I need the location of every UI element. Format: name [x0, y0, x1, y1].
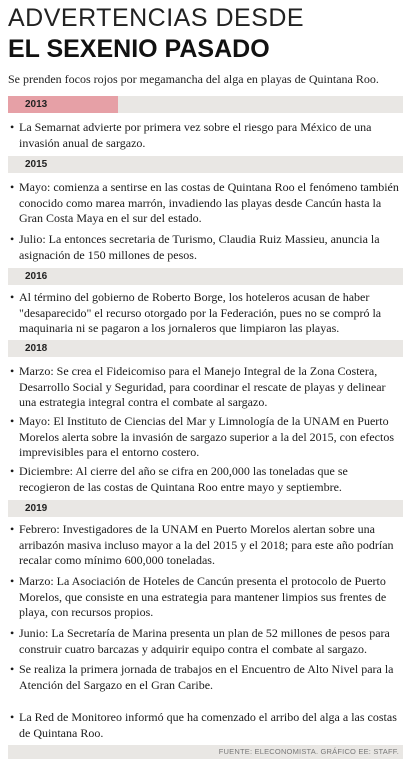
year-bar-2015: 2015 — [8, 156, 403, 173]
bullet-icon: • — [10, 574, 15, 588]
timeline-item: • Al término del gobierno de Roberto Bor… — [10, 290, 402, 337]
timeline-item: • Marzo: La Asociación de Hoteles de Can… — [10, 574, 402, 621]
timeline-item: • Marzo: Se crea el Fideicomiso para el … — [10, 364, 402, 411]
item-text: Marzo: La Asociación de Hoteles de Cancú… — [19, 574, 387, 619]
bullet-icon: • — [10, 290, 15, 304]
bullet-icon: • — [10, 364, 15, 378]
year-highlight — [8, 96, 118, 113]
bullet-icon: • — [10, 232, 15, 246]
bullet-icon: • — [10, 120, 15, 134]
item-text: Diciembre: Al cierre del año se cifra en… — [19, 464, 348, 494]
timeline-item: • La Semarnat advierte por primera vez s… — [10, 120, 402, 151]
timeline-item: • La Red de Monitoreo informó que ha com… — [10, 710, 402, 741]
subtitle: Se prenden focos rojos por megamancha de… — [8, 72, 379, 86]
year-bar-2018: 2018 — [8, 340, 403, 357]
year-label: 2013 — [25, 99, 48, 110]
item-text: Se realiza la primera jornada de trabajo… — [19, 662, 394, 692]
bullet-icon: • — [10, 464, 15, 478]
timeline-item: • Junio: La Secretaría de Marina present… — [10, 626, 402, 657]
timeline-item: • Febrero: Investigadores de la UNAM en … — [10, 522, 402, 569]
year-bar-2019: 2019 — [8, 500, 403, 517]
year-bar-2016: 2016 — [8, 268, 403, 285]
year-bar-2013: 2013 — [8, 96, 403, 113]
timeline-item: • Se realiza la primera jornada de traba… — [10, 662, 402, 693]
timeline-item: • Julio: La entonces secretaria de Turis… — [10, 232, 402, 263]
year-label: 2019 — [25, 503, 48, 514]
timeline-item: • Mayo: comienza a sentirse en las costa… — [10, 180, 402, 227]
bullet-icon: • — [10, 626, 15, 640]
bullet-icon: • — [10, 522, 15, 536]
item-text: La Red de Monitoreo informó que ha comen… — [19, 710, 397, 740]
title-line-2: EL SEXENIO PASADO — [8, 35, 270, 63]
item-text: Junio: La Secretaría de Marina presenta … — [19, 626, 390, 656]
timeline-item: • Mayo: El Instituto de Ciencias del Mar… — [10, 414, 402, 461]
item-text: Marzo: Se crea el Fideicomiso para el Ma… — [19, 364, 386, 409]
item-text: La Semarnat advierte por primera vez sob… — [19, 120, 372, 150]
bullet-icon: • — [10, 414, 15, 428]
year-label: 2016 — [25, 271, 48, 282]
footer-bar: FUENTE: ELECONOMISTA. GRÁFICO EE: STAFF. — [8, 745, 403, 759]
item-text: Mayo: El Instituto de Ciencias del Mar y… — [19, 414, 394, 459]
item-text: Julio: La entonces secretaria de Turismo… — [19, 232, 380, 262]
source-credit: FUENTE: ELECONOMISTA. GRÁFICO EE: STAFF. — [218, 747, 399, 756]
item-text: Febrero: Investigadores de la UNAM en Pu… — [19, 522, 394, 567]
title-line-1: ADVERTENCIAS DESDE — [8, 4, 305, 32]
bullet-icon: • — [10, 662, 15, 676]
bullet-icon: • — [10, 710, 15, 724]
timeline-item: • Diciembre: Al cierre del año se cifra … — [10, 464, 402, 495]
item-text: Mayo: comienza a sentirse en las costas … — [19, 180, 399, 225]
year-label: 2015 — [25, 159, 48, 170]
item-text: Al término del gobierno de Roberto Borge… — [19, 290, 382, 335]
bullet-icon: • — [10, 180, 15, 194]
year-label: 2018 — [25, 343, 48, 354]
